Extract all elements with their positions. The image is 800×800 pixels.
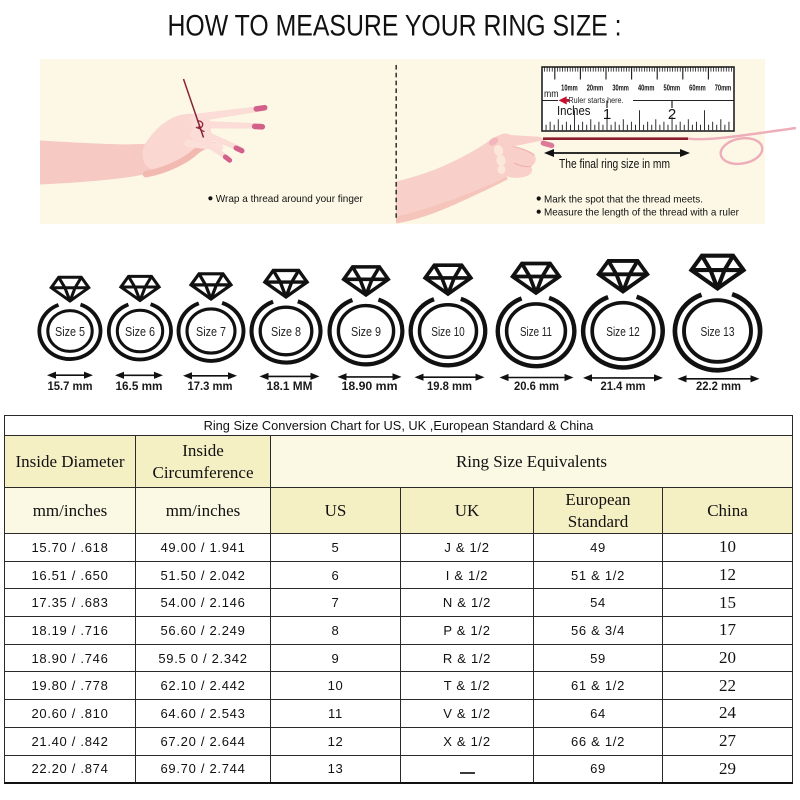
svg-text:1: 1 (603, 106, 611, 123)
svg-text:15.7 mm: 15.7 mm (48, 379, 93, 393)
svg-text:70mm: 70mm (715, 83, 732, 93)
svg-text:18.90 mm: 18.90 mm (342, 379, 398, 393)
svg-text:18.1 MM: 18.1 MM (267, 379, 313, 393)
svg-text:10mm: 10mm (561, 83, 578, 93)
svg-text:Size 10: Size 10 (431, 324, 465, 339)
svg-text:20mm: 20mm (587, 83, 604, 93)
svg-text:21.4 mm: 21.4 mm (601, 379, 646, 393)
svg-text:Inches: Inches (557, 104, 591, 118)
svg-text:Size 11: Size 11 (520, 324, 552, 339)
svg-text:40mm: 40mm (638, 83, 655, 93)
svg-text:50mm: 50mm (664, 83, 681, 93)
svg-text:HOW TO MEASURE YOUR RING SIZE: HOW TO MEASURE YOUR RING SIZE : (168, 10, 622, 43)
svg-text:Ruler starts here.: Ruler starts here. (569, 96, 624, 105)
svg-text:19.8 mm: 19.8 mm (427, 379, 472, 393)
svg-text:Size 9: Size 9 (351, 324, 381, 339)
svg-text:60mm: 60mm (689, 83, 706, 93)
svg-text:Measure the length of the thre: Measure the length of the thread with a … (544, 208, 740, 219)
svg-text:The final ring size in mm: The final ring size in mm (559, 157, 670, 171)
svg-text:2: 2 (668, 106, 676, 123)
svg-text:22.2 mm: 22.2 mm (696, 379, 741, 393)
svg-text:16.5 mm: 16.5 mm (116, 379, 163, 393)
svg-text:Size 6: Size 6 (125, 324, 155, 339)
svg-text:Size 5: Size 5 (55, 324, 85, 339)
svg-text:30mm: 30mm (612, 83, 629, 93)
svg-text:Size 13: Size 13 (701, 324, 735, 339)
svg-text:Size 12: Size 12 (606, 324, 640, 339)
svg-text:Size 8: Size 8 (271, 324, 301, 339)
svg-text:mm: mm (544, 88, 559, 100)
svg-text:20.6 mm: 20.6 mm (514, 379, 559, 393)
svg-text:Size 7: Size 7 (196, 324, 226, 339)
svg-text:17.3 mm: 17.3 mm (188, 379, 233, 393)
svg-text:Wrap a thread around your fing: Wrap a thread around your finger (216, 194, 364, 205)
svg-text:Mark the spot that the thread: Mark the spot that the thread meets. (544, 194, 703, 205)
